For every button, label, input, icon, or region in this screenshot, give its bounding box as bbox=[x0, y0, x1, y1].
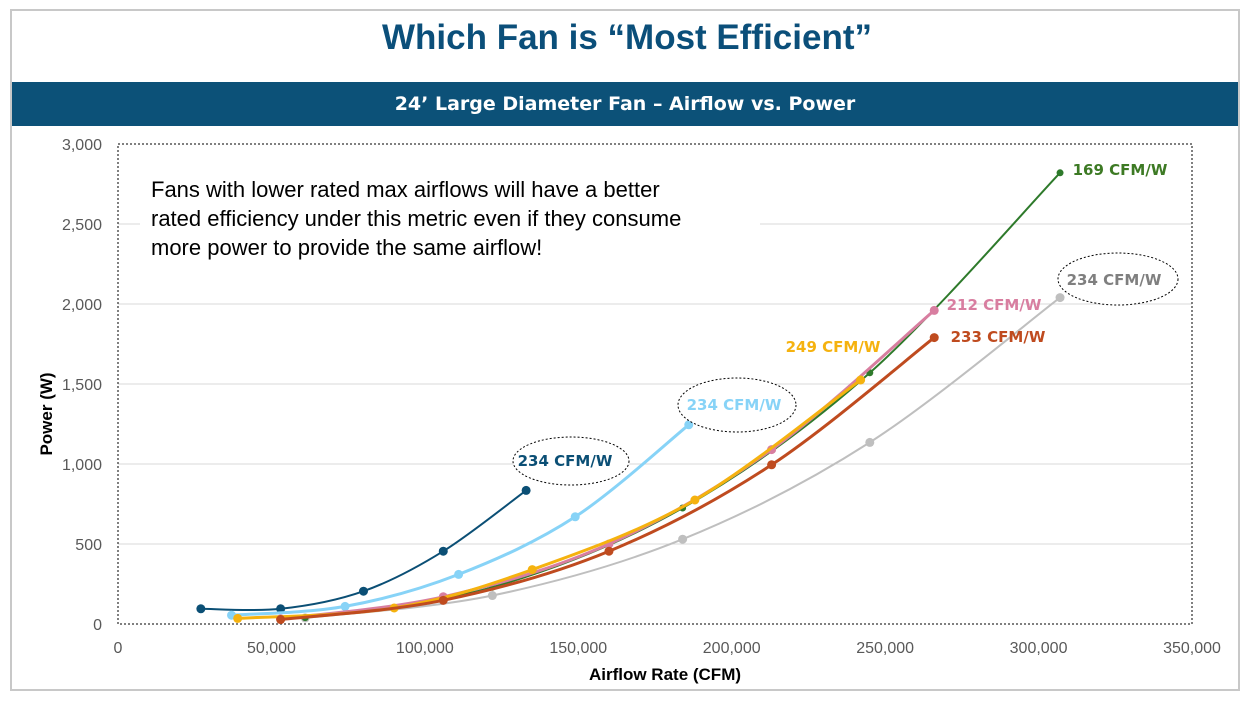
data-point bbox=[454, 569, 464, 579]
series-efficiency-label: 249 CFM/W bbox=[786, 338, 881, 356]
y-tick-label: 2,000 bbox=[62, 297, 102, 314]
data-point bbox=[865, 437, 875, 447]
subtitle-band: 24’ Large Diameter Fan – Airflow vs. Pow… bbox=[12, 82, 1238, 126]
chart-subtitle: 24’ Large Diameter Fan – Airflow vs. Pow… bbox=[394, 93, 856, 115]
data-point bbox=[527, 565, 537, 575]
series-efficiency-label: 212 CFM/W bbox=[947, 296, 1042, 314]
annotation-line: rated efficiency under this metric even … bbox=[151, 206, 681, 231]
data-point bbox=[487, 591, 497, 601]
y-tick-label: 3,000 bbox=[62, 137, 102, 154]
data-point bbox=[340, 601, 350, 611]
data-point bbox=[358, 586, 368, 596]
label-callout bbox=[512, 436, 630, 486]
y-tick-label: 500 bbox=[75, 537, 102, 554]
x-tick-label: 250,000 bbox=[856, 640, 914, 657]
x-tick-label: 50,000 bbox=[247, 640, 296, 657]
gridlines bbox=[118, 223, 1192, 545]
series-efficiency-label: 233 CFM/W bbox=[951, 328, 1046, 346]
data-point bbox=[690, 495, 700, 505]
data-point bbox=[767, 460, 777, 470]
annotation-box bbox=[140, 170, 760, 270]
series-1 bbox=[227, 420, 694, 620]
y-tick-label: 1,000 bbox=[62, 457, 102, 474]
x-tick-label: 100,000 bbox=[396, 640, 454, 657]
data-point bbox=[684, 420, 694, 430]
annotation-line: more power to provide the same airflow! bbox=[151, 235, 542, 260]
x-tick-label: 300,000 bbox=[1010, 640, 1068, 657]
data-point bbox=[1056, 169, 1064, 177]
y-tick-label: 0 bbox=[93, 617, 102, 634]
data-point bbox=[678, 534, 688, 544]
data-point bbox=[929, 305, 939, 315]
series-line bbox=[231, 423, 690, 617]
data-point bbox=[276, 615, 286, 625]
series-efficiency-label: 169 CFM/W bbox=[1073, 161, 1168, 179]
y-axis-title: Power (W) bbox=[37, 372, 56, 455]
y-tick-label: 2,500 bbox=[62, 217, 102, 234]
x-axis-title: Airflow Rate (CFM) bbox=[589, 665, 741, 684]
x-tick-label: 0 bbox=[114, 640, 123, 657]
data-point bbox=[604, 546, 614, 556]
series-6 bbox=[276, 333, 939, 625]
data-point bbox=[856, 375, 866, 385]
axis-ticks: 0 500 1,000 1,500 2,000 2,500 3,000 0 50,000 100,… bbox=[62, 137, 1221, 657]
x-tick-label: 200,000 bbox=[703, 640, 761, 657]
data-point bbox=[1055, 293, 1065, 303]
series-layer bbox=[196, 169, 1065, 625]
slide-title: Which Fan is “Most Efficient” bbox=[381, 18, 873, 57]
data-point bbox=[521, 485, 531, 495]
series-labels: 234 CFM/W 234 CFM/W 234 CFM/W 169 CFM/W 212 … bbox=[512, 161, 1179, 486]
x-tick-label: 150,000 bbox=[549, 640, 607, 657]
y-tick-label: 1,500 bbox=[62, 377, 102, 394]
series-line bbox=[305, 296, 1061, 619]
series-efficiency-label: 234 CFM/W bbox=[687, 396, 782, 414]
label-callout bbox=[1057, 252, 1179, 306]
data-point bbox=[233, 613, 243, 623]
data-point bbox=[276, 604, 286, 614]
annotation-line: Fans with lower rated max airflows will … bbox=[151, 177, 660, 202]
series-efficiency-label: 234 CFM/W bbox=[518, 452, 613, 470]
data-point bbox=[196, 604, 206, 614]
data-point bbox=[438, 546, 448, 556]
series-efficiency-label: 234 CFM/W bbox=[1067, 271, 1162, 289]
series-0 bbox=[196, 485, 531, 614]
data-point bbox=[570, 512, 580, 522]
label-callout bbox=[677, 377, 797, 433]
data-point bbox=[929, 333, 939, 343]
annotation-text: Fans with lower rated max airflows will … bbox=[140, 170, 760, 270]
x-tick-label: 350,000 bbox=[1163, 640, 1221, 657]
plot-area-border bbox=[117, 143, 1193, 625]
data-point bbox=[438, 595, 448, 605]
